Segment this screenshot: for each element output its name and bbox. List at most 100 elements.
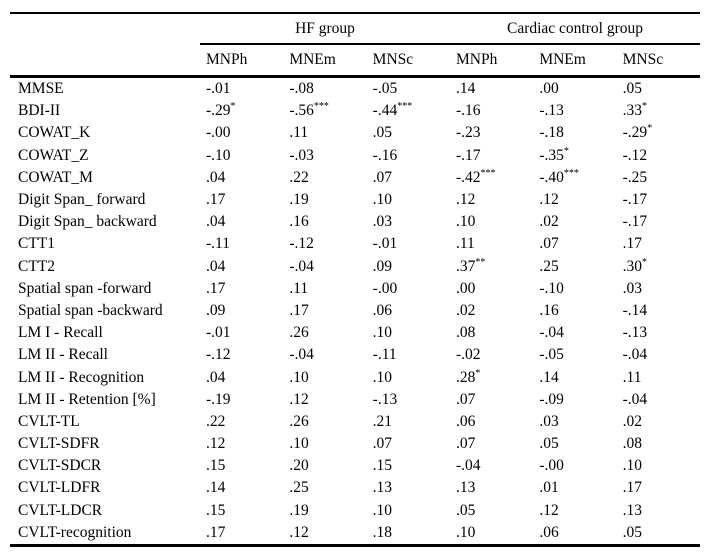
cell-value: -.04 xyxy=(289,346,314,364)
value-cell: .07 xyxy=(367,435,450,453)
table-row: COWAT_K -.00 .11 .05 -.23 -.18 -.29* xyxy=(10,122,700,144)
cell-value: .15 xyxy=(206,501,226,519)
value-cell: .10 xyxy=(617,457,700,475)
value-cell: .02 xyxy=(617,413,700,431)
cell-value: -.12 xyxy=(289,235,314,253)
value-cell: -.10 xyxy=(200,147,283,165)
cell-value: -.08 xyxy=(289,80,314,98)
table-row: CVLT-SDCR .15 .20 .15 -.04 -.00 .10 xyxy=(10,455,700,477)
value-cell: -.02 xyxy=(450,346,533,364)
cell-significance-stars: * xyxy=(563,145,569,157)
value-cell: -.23 xyxy=(450,124,533,142)
cell-value: .17 xyxy=(206,523,226,541)
value-cell: -.35* xyxy=(533,145,616,165)
cell-value: -.29 xyxy=(206,102,231,120)
cell-value: .10 xyxy=(372,368,393,386)
value-cell: .25 xyxy=(533,258,616,276)
cell-value: .06 xyxy=(372,301,393,319)
row-label: CTT2 xyxy=(18,257,56,275)
cell-value: .30 xyxy=(622,257,643,275)
cell-significance-stars: * xyxy=(642,256,648,268)
cell-value: .12 xyxy=(206,435,226,453)
row-label: LM II - Recall xyxy=(18,346,108,364)
cell-value: -.18 xyxy=(539,124,564,142)
value-cell: .26 xyxy=(283,324,366,342)
row-label: BDI-II xyxy=(18,102,61,120)
cell-value: .12 xyxy=(539,191,559,209)
cell-value: .06 xyxy=(455,412,476,430)
value-cell: -.16 xyxy=(367,147,450,165)
cell-value: .10 xyxy=(622,457,643,475)
cell-significance-stars: *** xyxy=(480,167,496,179)
cell-value: -.03 xyxy=(289,146,314,164)
row-label: CVLT-SDFR xyxy=(18,435,100,453)
cell-value: .13 xyxy=(455,479,476,497)
value-cell: .15 xyxy=(200,457,283,475)
value-cell: .11 xyxy=(450,235,533,253)
value-cell: .10 xyxy=(283,435,366,453)
cell-value: .04 xyxy=(206,168,226,186)
cell-value: .17 xyxy=(289,301,309,319)
value-cell: .05 xyxy=(617,524,700,542)
table-row: BDI-II -.29* -.56*** -.44*** -.16 -.13.33* xyxy=(10,100,700,122)
row-label: Digit Span_ backward xyxy=(18,213,157,231)
value-cell: -.01 xyxy=(367,235,450,253)
cell-value: -.05 xyxy=(539,346,564,364)
cell-value: .10 xyxy=(372,324,393,342)
row-label: Spatial span -forward xyxy=(18,279,152,297)
value-cell: .17 xyxy=(200,280,283,298)
value-cell: .12 xyxy=(450,191,533,209)
cell-significance-stars: ** xyxy=(475,256,486,268)
value-cell: -.01 xyxy=(200,324,283,342)
value-cell: -.09 xyxy=(533,391,616,409)
value-cell: .20 xyxy=(283,457,366,475)
value-cell: .03 xyxy=(533,413,616,431)
cell-value: .17 xyxy=(206,279,226,297)
value-cell: .14 xyxy=(450,80,533,98)
value-cell: .06 xyxy=(533,524,616,542)
cell-value: -.17 xyxy=(622,213,648,231)
cell-value: .25 xyxy=(289,479,309,497)
cell-value: -.12 xyxy=(206,346,231,364)
cell-value: -.44 xyxy=(372,102,398,120)
row-label: LM I - Recall xyxy=(18,324,103,342)
value-cell: .12 xyxy=(283,391,366,409)
value-cell: -.13 xyxy=(617,324,700,342)
group-header-cardiac-control: Cardiac control group xyxy=(506,19,643,37)
table-row: Digit Span_ backward .04 .16 .03 .10 .02 -.17 xyxy=(10,211,700,233)
value-cell: .08 xyxy=(450,324,533,342)
cell-value: .11 xyxy=(455,235,475,253)
value-cell: .03 xyxy=(617,280,700,298)
value-cell: .12 xyxy=(283,524,366,542)
cell-value: -.23 xyxy=(455,124,481,142)
value-cell: .05 xyxy=(367,124,450,142)
cell-value: .03 xyxy=(622,279,643,297)
table-row: LM II - Recall -.12 -.04 -.11 -.02 -.05 -.04 xyxy=(10,344,700,366)
value-cell: -.05 xyxy=(533,346,616,364)
cell-value: -.40 xyxy=(539,168,564,186)
value-cell: -.44*** xyxy=(367,102,450,120)
cell-value: .08 xyxy=(622,435,643,453)
cell-value: .05 xyxy=(622,80,643,98)
cell-value: .18 xyxy=(372,523,393,541)
cell-value: .16 xyxy=(289,213,309,231)
cell-value: -.12 xyxy=(622,146,648,164)
value-cell: -.00 xyxy=(533,457,616,475)
value-cell: -.13 xyxy=(533,102,616,120)
value-cell: -.25 xyxy=(617,169,700,187)
value-cell: .14 xyxy=(533,369,616,387)
table-row: CVLT-LDFR .14 .25 .13 .13 .01 .17 xyxy=(10,477,700,499)
cell-value: .14 xyxy=(206,479,226,497)
cell-value: -.16 xyxy=(455,102,481,120)
table-body: MMSE -.01 -.08 -.05.14.00.05 BDI-II -.29* -… xyxy=(10,78,700,547)
cell-value: .02 xyxy=(539,213,559,231)
value-cell: -.42*** xyxy=(450,167,533,187)
cell-value: -.00 xyxy=(206,124,231,142)
row-label: Digit Span_ forward xyxy=(18,191,146,209)
value-cell: .04 xyxy=(200,213,283,231)
table-row: CVLT-TL .22 .26 .21 .06 .03 .02 xyxy=(10,411,700,433)
cell-value: -.05 xyxy=(372,80,398,98)
column-header-hf-mnem: MNEm xyxy=(289,51,336,68)
value-cell: -.17 xyxy=(617,191,700,209)
cell-value: .10 xyxy=(455,523,476,541)
